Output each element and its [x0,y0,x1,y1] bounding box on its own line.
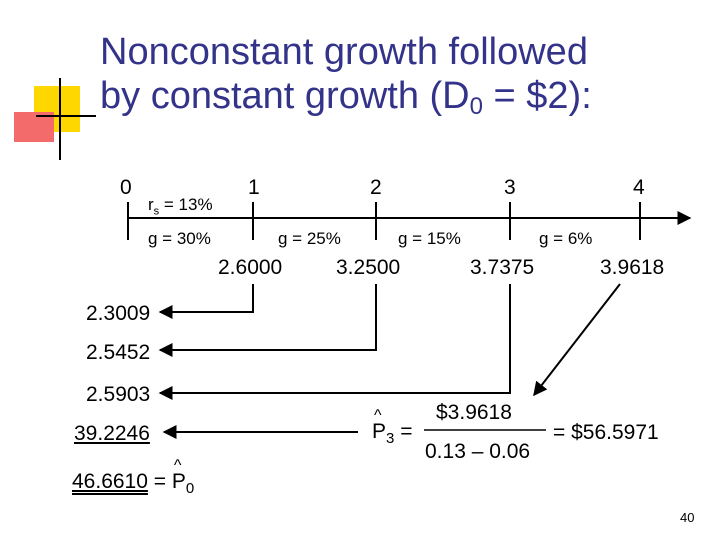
p0-symbol: ^ P0 [171,458,194,498]
title-line-1: Nonconstant growth followed [100,31,588,73]
dividend-2: 3.2500 [336,256,401,279]
rs-symbol: r [148,195,154,214]
page-number: 40 [680,510,695,525]
total-value: 46.6610 [72,470,148,493]
period-label-0: 0 [120,176,132,199]
title-line-2-end: = $2): [482,75,592,117]
p0-subscript: 0 [185,480,195,498]
growth-label-1: g = 30% [148,229,211,248]
arrow-pv-2 [158,284,377,357]
rs-value: = 13% [159,195,213,214]
dividend-1: 2.6000 [218,256,283,279]
title-line-2-text: by constant growth (D [100,75,470,117]
p3-symbol: ^ P3 = [372,408,413,448]
formula-numerator: $3.9618 [436,401,512,424]
dividend-4: 3.9618 [600,256,665,279]
pv-dividend-1: 2.3009 [86,302,151,325]
p3-equals: = [400,420,413,443]
period-label-4: 4 [633,176,645,199]
period-label-2: 2 [370,176,382,199]
slide-title: Nonconstant growth followed by constant … [100,30,592,129]
p0-letter: P [171,470,186,493]
pv-dividend-3: 2.5903 [86,383,151,406]
p3-letter: P [372,420,387,443]
total-p0-row: 46.6610 = ^ P0 [72,458,194,498]
p3-hat: ^ [374,407,382,424]
slide-logo [14,78,96,160]
period-label-1: 1 [248,176,260,199]
formula-result: = $56.5971 [553,421,659,444]
p0-hat: ^ [173,457,182,474]
title-subscript: 0 [469,93,483,120]
arrow-pv-3 [158,284,511,400]
growth-label-3: g = 15% [398,229,461,248]
p3-subscript: 3 [386,430,395,448]
title-line-2: by constant growth (D0 = $2): [100,74,592,129]
total-equals: = [153,470,167,493]
pv-dividend-2: 2.5452 [86,341,151,364]
dividend-3: 3.7375 [470,256,535,279]
growth-label-2: g = 25% [278,229,341,248]
rs-subscript: s [153,205,160,218]
arrow-pv-1 [158,284,254,319]
period-label-3: 3 [504,176,516,199]
growth-label-4: g = 6% [539,229,593,248]
pv-terminal-value: 39.2246 [74,422,150,445]
arrow-d4-to-p3 [533,283,621,397]
formula-denominator: 0.13 – 0.06 [425,440,531,463]
required-return-label: rs = 13% [148,195,213,217]
